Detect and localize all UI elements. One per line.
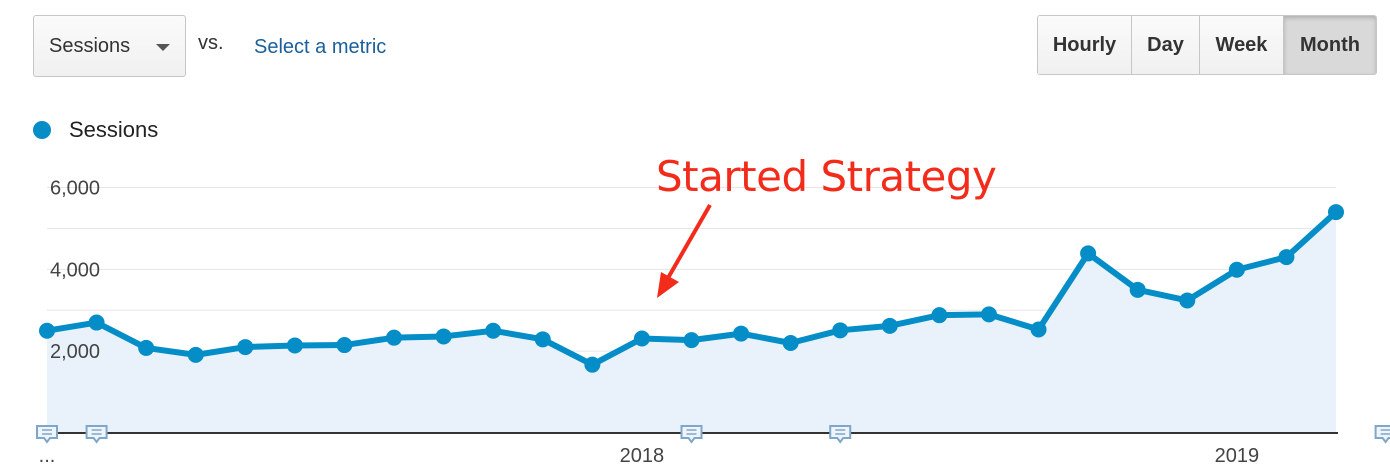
data-point [683, 332, 700, 349]
data-point [485, 322, 502, 339]
data-point [286, 337, 303, 354]
data-point [633, 330, 650, 347]
data-point [1278, 249, 1295, 266]
week-button[interactable]: Week [1200, 16, 1284, 74]
sessions-area [47, 212, 1336, 433]
data-point [584, 356, 601, 373]
day-button[interactable]: Day [1132, 16, 1200, 74]
legend-sessions-dot [33, 121, 51, 139]
metric-select[interactable]: Sessions [33, 15, 186, 77]
data-point [1228, 261, 1245, 278]
data-point [187, 346, 204, 363]
x-tick-label: 2019 [1215, 445, 1260, 467]
x-tick-label: ... [39, 445, 56, 467]
data-point [1129, 281, 1146, 298]
select-metric-link[interactable]: Select a metric [254, 36, 387, 58]
chart-legend: Sessions [33, 117, 158, 143]
data-point [782, 335, 799, 351]
y-tick-label: 6,000 [50, 178, 100, 200]
data-point [832, 322, 849, 339]
x-tick-label: 2018 [620, 445, 665, 467]
month-button[interactable]: Month [1284, 16, 1376, 74]
vs-label: vs. [198, 32, 224, 54]
data-point [1030, 321, 1047, 338]
annotation-marker-icon[interactable] [85, 425, 108, 444]
data-point [733, 325, 750, 342]
annotation-arrow-head [657, 272, 679, 298]
time-granularity-buttons: Hourly Day Week Month [1037, 15, 1377, 75]
metric-select-label: Sessions [49, 34, 131, 57]
data-point [1080, 245, 1097, 262]
chevron-down-icon [156, 44, 170, 51]
data-point [237, 339, 254, 356]
started-strategy-annotation: Started Strategy [656, 152, 997, 201]
data-point [1179, 292, 1196, 309]
data-point [39, 322, 55, 339]
annotation-marker-icon[interactable] [1374, 425, 1390, 444]
data-point [88, 314, 105, 331]
data-point [1328, 204, 1344, 221]
data-point [980, 306, 997, 323]
data-point [386, 329, 403, 346]
legend-sessions-label: Sessions [69, 117, 159, 142]
annotation-marker-icon[interactable] [680, 425, 703, 444]
data-point [881, 317, 898, 334]
data-point [138, 339, 155, 356]
data-point [435, 328, 452, 345]
data-point [336, 337, 353, 354]
annotation-marker-icon[interactable] [36, 425, 58, 444]
y-tick-label: 2,000 [50, 341, 100, 363]
y-tick-label: 4,000 [50, 259, 100, 281]
data-point [534, 331, 551, 348]
annotation-arrow-shaft [666, 204, 712, 279]
data-point [931, 307, 948, 324]
annotation-marker-icon[interactable] [829, 425, 852, 444]
hourly-button[interactable]: Hourly [1038, 16, 1132, 74]
